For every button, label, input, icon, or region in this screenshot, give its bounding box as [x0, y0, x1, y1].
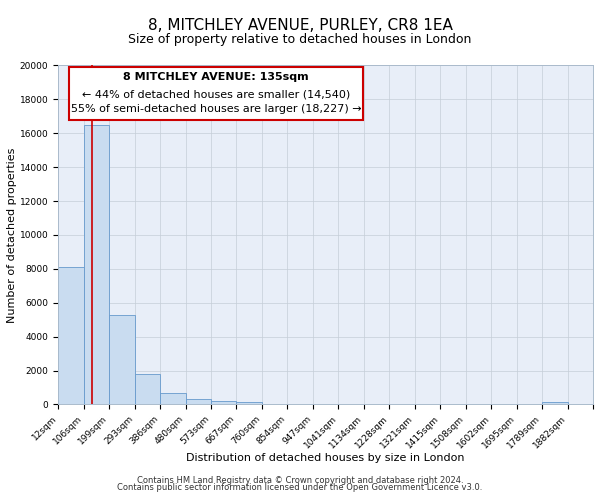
Text: Contains public sector information licensed under the Open Government Licence v3: Contains public sector information licen…	[118, 484, 482, 492]
Bar	[83, 125, 109, 404]
Text: 55% of semi-detached houses are larger (18,227) →: 55% of semi-detached houses are larger (…	[71, 104, 361, 114]
Text: ← 44% of detached houses are smaller (14,540): ← 44% of detached houses are smaller (14…	[82, 89, 350, 99]
Y-axis label: Number of detached properties: Number of detached properties	[7, 147, 17, 322]
Bar	[211, 401, 236, 404]
Text: Size of property relative to detached houses in London: Size of property relative to detached ho…	[128, 32, 472, 46]
Bar	[134, 374, 160, 404]
X-axis label: Distribution of detached houses by size in London: Distribution of detached houses by size …	[187, 453, 465, 463]
Text: 8, MITCHLEY AVENUE, PURLEY, CR8 1EA: 8, MITCHLEY AVENUE, PURLEY, CR8 1EA	[148, 18, 452, 32]
Bar	[58, 267, 83, 404]
Text: 8 MITCHLEY AVENUE: 135sqm: 8 MITCHLEY AVENUE: 135sqm	[123, 72, 309, 82]
Bar	[109, 314, 134, 404]
FancyBboxPatch shape	[69, 67, 363, 120]
Text: Contains HM Land Registry data © Crown copyright and database right 2024.: Contains HM Land Registry data © Crown c…	[137, 476, 463, 485]
Bar	[185, 400, 211, 404]
Bar	[236, 402, 262, 404]
Bar	[542, 402, 568, 404]
Bar	[160, 392, 185, 404]
